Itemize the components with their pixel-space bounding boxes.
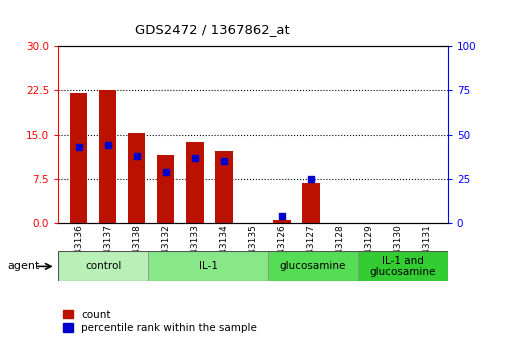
Bar bbox=[302, 183, 319, 223]
Legend: count, percentile rank within the sample: count, percentile rank within the sample bbox=[63, 310, 257, 333]
Bar bbox=[157, 155, 174, 223]
Bar bbox=[215, 151, 232, 223]
Text: IL-1: IL-1 bbox=[198, 261, 217, 272]
Bar bbox=[128, 133, 145, 223]
Text: IL-1 and
glucosamine: IL-1 and glucosamine bbox=[369, 256, 435, 277]
Bar bbox=[70, 93, 87, 223]
Bar bbox=[58, 251, 148, 281]
Text: agent: agent bbox=[8, 261, 40, 272]
Bar bbox=[273, 220, 290, 223]
Text: control: control bbox=[85, 261, 121, 272]
Text: GDS2472 / 1367862_at: GDS2472 / 1367862_at bbox=[135, 23, 289, 36]
Bar bbox=[357, 251, 447, 281]
Bar bbox=[98, 90, 116, 223]
Text: glucosamine: glucosamine bbox=[279, 261, 345, 272]
Bar bbox=[268, 251, 357, 281]
Bar bbox=[148, 251, 268, 281]
Bar bbox=[186, 142, 203, 223]
